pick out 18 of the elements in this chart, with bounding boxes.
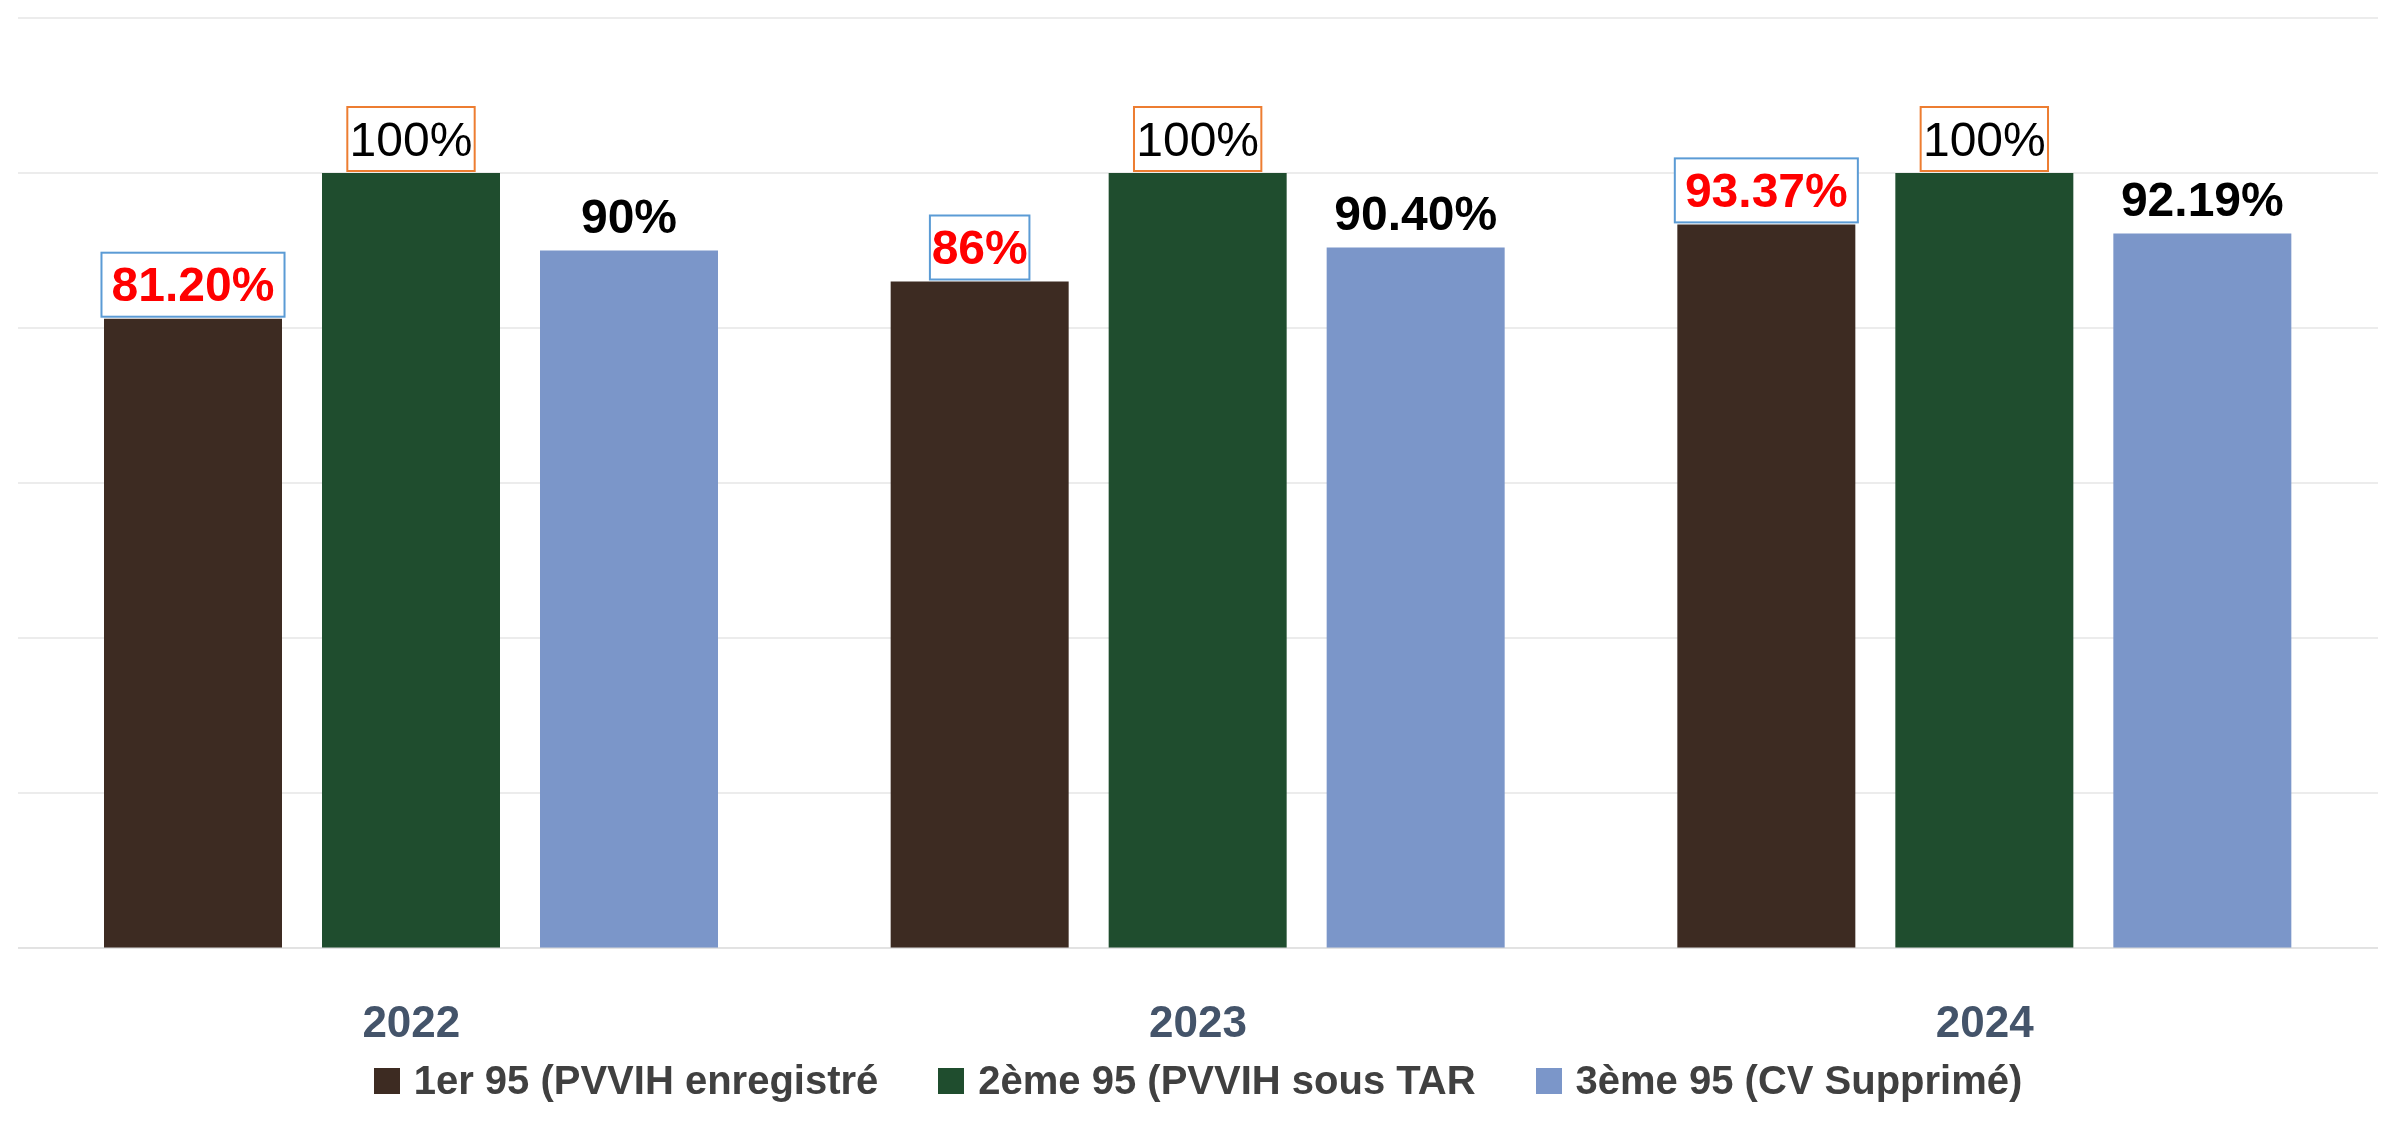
legend-label: 1er 95 (PVVIH enregistré bbox=[413, 1058, 879, 1103]
x-tick-label: 2023 bbox=[1149, 997, 1247, 1047]
legend-label: 3ème 95 (CV Supprimé) bbox=[1575, 1058, 2023, 1103]
data-label: 86% bbox=[931, 221, 1028, 274]
data-label: 90% bbox=[580, 190, 678, 243]
data-label: 90.40% bbox=[1334, 186, 1498, 240]
data-label: 100% bbox=[1922, 112, 2046, 166]
data-label: 100% bbox=[349, 112, 473, 166]
data-label: 93.37% bbox=[1684, 163, 1848, 217]
bar bbox=[2113, 233, 2292, 948]
data-label: 92.19% bbox=[2120, 173, 2284, 227]
bar bbox=[1326, 247, 1505, 948]
x-tick-label: 2024 bbox=[1935, 997, 2035, 1047]
data-label: 100% bbox=[1136, 112, 1260, 166]
x-tick-label: 2022 bbox=[362, 997, 461, 1047]
bar bbox=[540, 250, 718, 948]
legend-label: 2ème 95 (PVVIH sous TAR bbox=[978, 1058, 1476, 1103]
data-label: 81.20% bbox=[111, 258, 275, 312]
